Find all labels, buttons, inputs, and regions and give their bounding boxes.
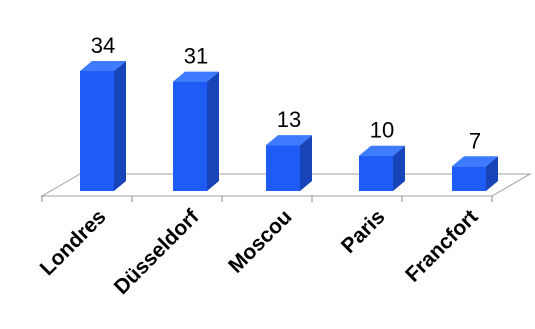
category-label: Moscou (224, 205, 296, 277)
bar (173, 71, 219, 191)
bar-top (266, 135, 312, 146)
category-label: Paris (337, 205, 390, 258)
category-label: Düsseldorf (110, 205, 205, 300)
data-label: 31 (184, 44, 208, 69)
bar (80, 61, 126, 191)
bar-side (207, 71, 219, 191)
bar (359, 145, 405, 191)
bar-side (114, 61, 126, 191)
bar-top (80, 61, 126, 71)
bar-front (452, 166, 486, 191)
bar-front (173, 81, 207, 191)
bar-front (266, 145, 300, 191)
bar-side (393, 145, 405, 191)
bar (452, 156, 498, 191)
bar-top (359, 145, 405, 156)
bar-front (80, 71, 114, 191)
bar-top (452, 156, 498, 167)
data-label: 34 (91, 33, 115, 58)
data-label: 10 (370, 118, 394, 143)
bar-side (300, 135, 312, 191)
category-label: Londres (36, 205, 111, 280)
bar-top (173, 71, 219, 82)
bar (266, 135, 312, 191)
data-label: 13 (277, 107, 301, 132)
bar-side (486, 156, 498, 191)
category-label: Francfort (401, 205, 482, 286)
bar-front (359, 155, 393, 191)
data-label: 7 (469, 128, 481, 153)
